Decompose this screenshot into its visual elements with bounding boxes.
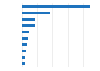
Bar bbox=[22, 56, 25, 59]
Bar bbox=[22, 5, 90, 8]
Bar bbox=[22, 12, 50, 14]
Bar bbox=[22, 24, 35, 27]
Bar bbox=[22, 18, 35, 21]
Bar bbox=[22, 62, 25, 65]
Bar bbox=[22, 31, 29, 33]
Bar bbox=[22, 43, 27, 46]
Bar bbox=[22, 50, 26, 52]
Bar bbox=[22, 37, 28, 40]
